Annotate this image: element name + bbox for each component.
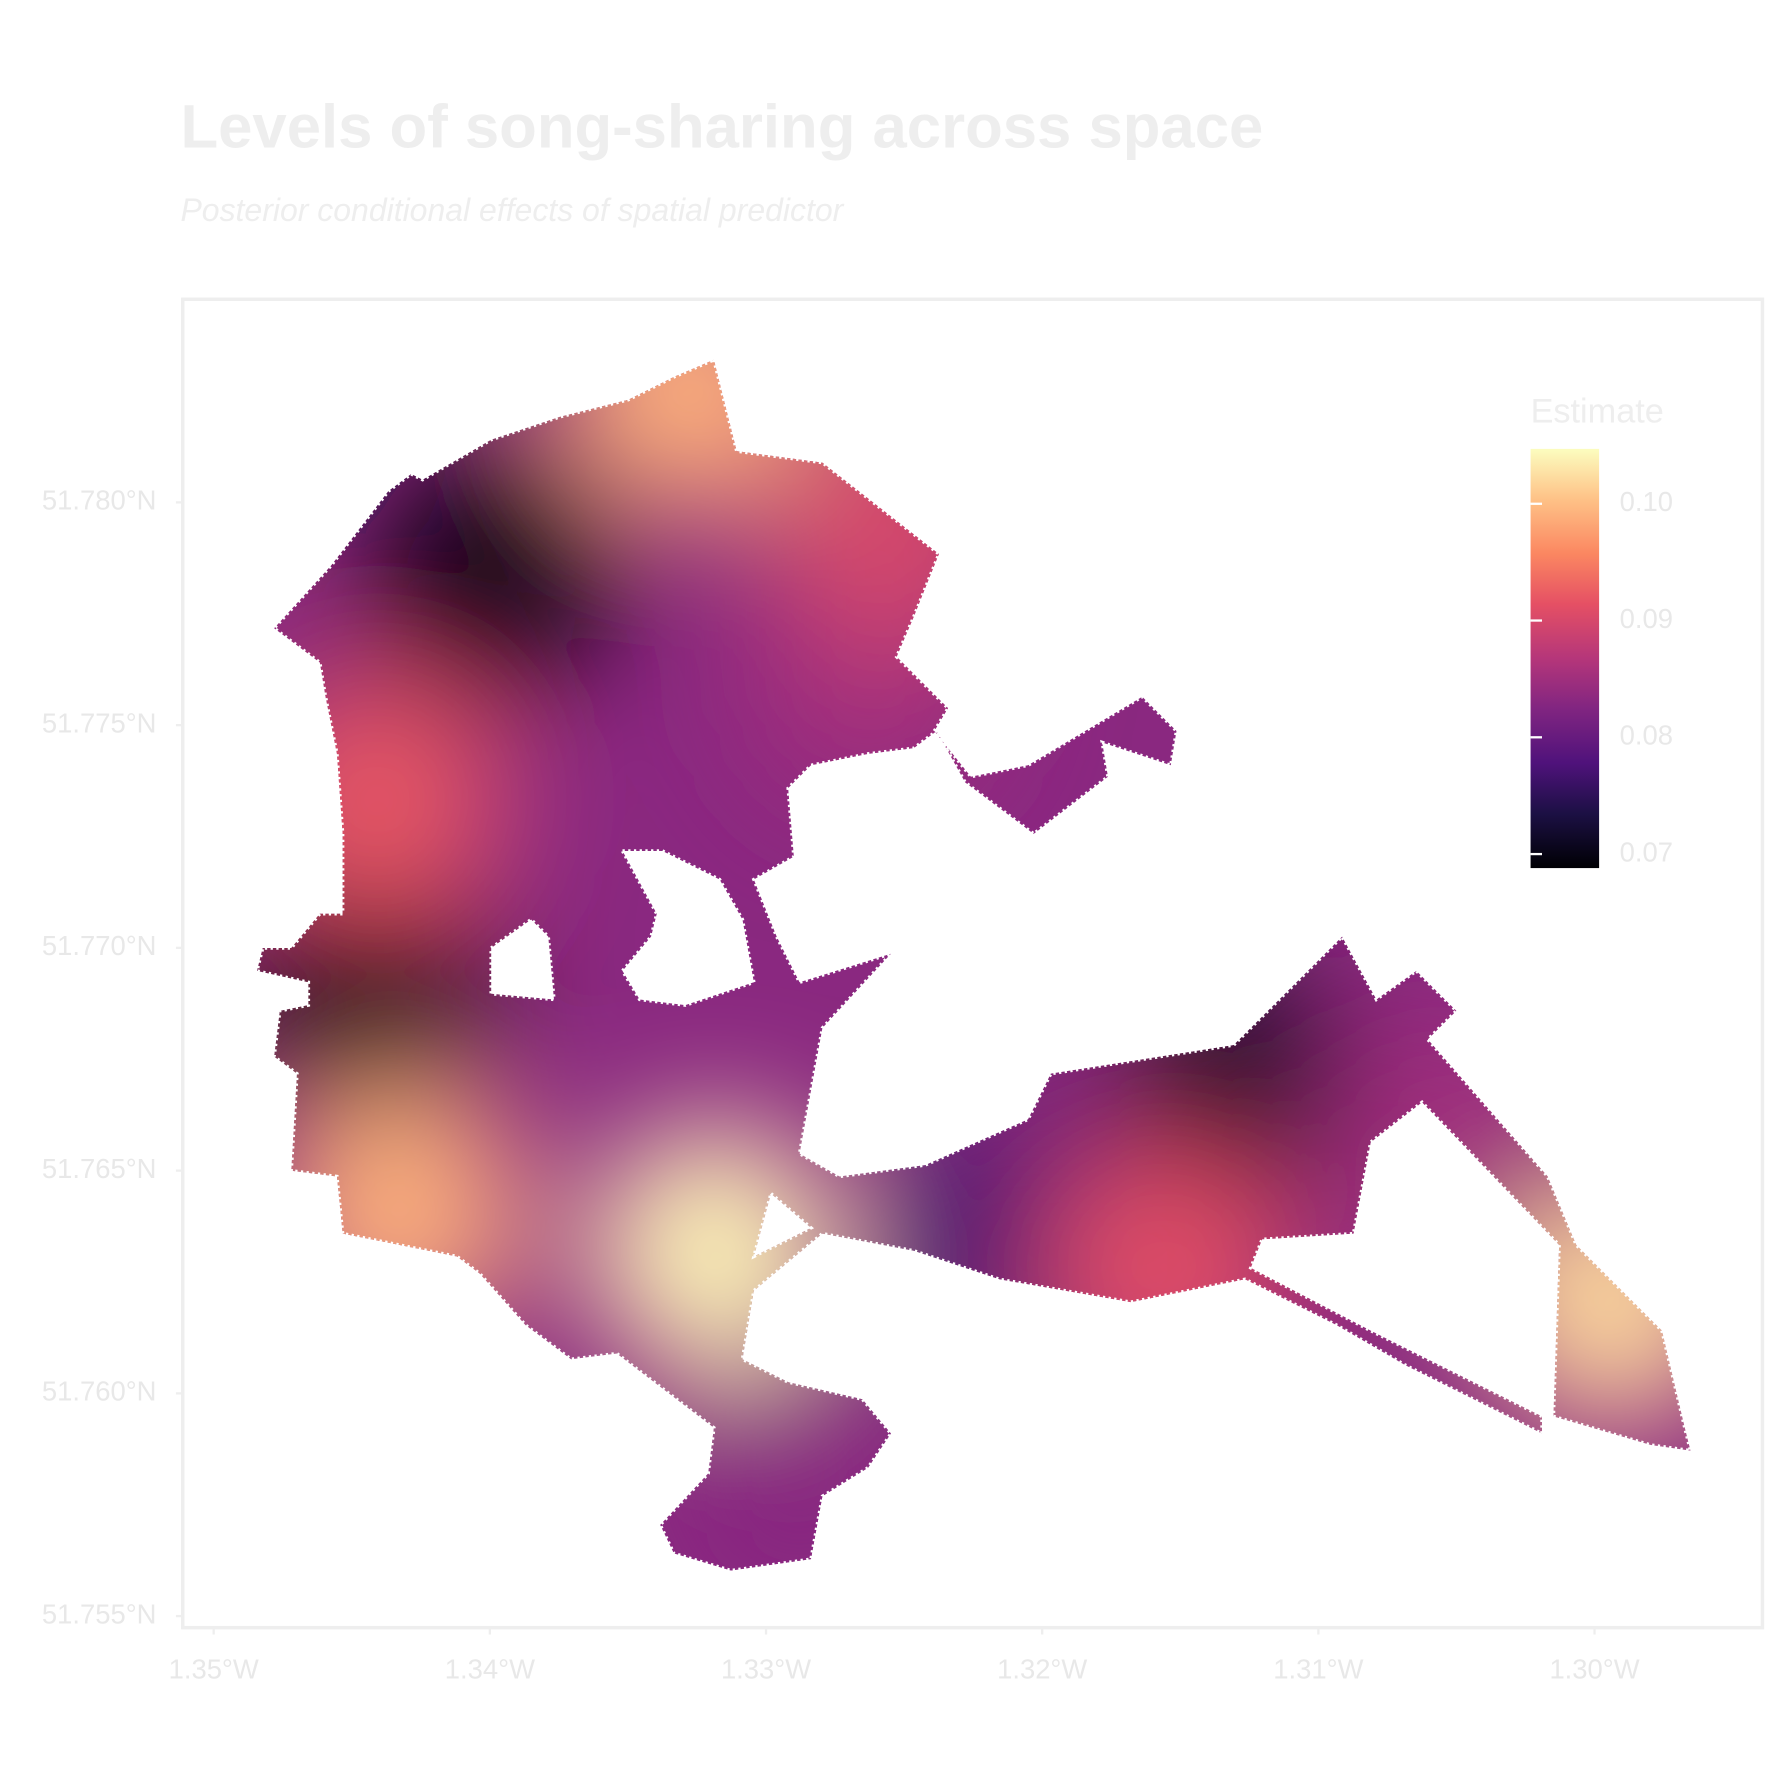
estimate-spot <box>588 1124 840 1376</box>
estimate-spot <box>765 399 1017 651</box>
y-tick-label: 51.770°N <box>42 930 157 961</box>
estimate-spot <box>1484 1176 1691 1428</box>
x-tick-label: 1.33°W <box>721 1653 811 1684</box>
x-tick-label: 1.34°W <box>445 1653 535 1684</box>
title: Levels of song-sharing across space <box>180 93 1263 162</box>
surface <box>256 359 1691 1571</box>
x-tick-label: 1.32°W <box>997 1653 1087 1684</box>
legend: Estimate 0.07 0.08 0.09 0.10 <box>1530 393 1673 869</box>
estimate-spot <box>274 1085 526 1337</box>
x-tick-label: 1.30°W <box>1549 1653 1639 1684</box>
x-tick-label: 1.31°W <box>1273 1653 1363 1684</box>
colorbar-tick-label: 0.09 <box>1620 603 1673 634</box>
estimate-spot <box>365 445 617 697</box>
y-tick-label: 51.760°N <box>42 1376 157 1407</box>
subtitle: Posterior conditional effects of spatial… <box>180 192 844 228</box>
y-tick-label: 51.765°N <box>42 1153 157 1184</box>
colorbar-tick-label: 0.07 <box>1620 836 1673 867</box>
estimate-spot <box>1039 1142 1291 1394</box>
colorbar-tick-label: 0.08 <box>1620 720 1673 751</box>
colorbar-tick-label: 0.10 <box>1620 486 1673 517</box>
estimate-spot <box>256 673 503 926</box>
y-tick-label: 51.775°N <box>42 707 157 738</box>
estimate-spot <box>674 1359 926 1571</box>
colorbar <box>1530 448 1600 869</box>
y-tick-label: 51.780°N <box>42 485 157 516</box>
legend-title: Estimate <box>1531 393 1664 431</box>
y-tick-label: 51.755°N <box>42 1598 157 1629</box>
axes: 1.35°W 1.34°W 1.33°W 1.32°W 1.31°W 1.30°W 51.7… <box>42 485 1640 1685</box>
boundary <box>254 357 1693 1573</box>
panel-border <box>181 297 1765 1630</box>
x-tick-label: 1.35°W <box>169 1653 259 1684</box>
